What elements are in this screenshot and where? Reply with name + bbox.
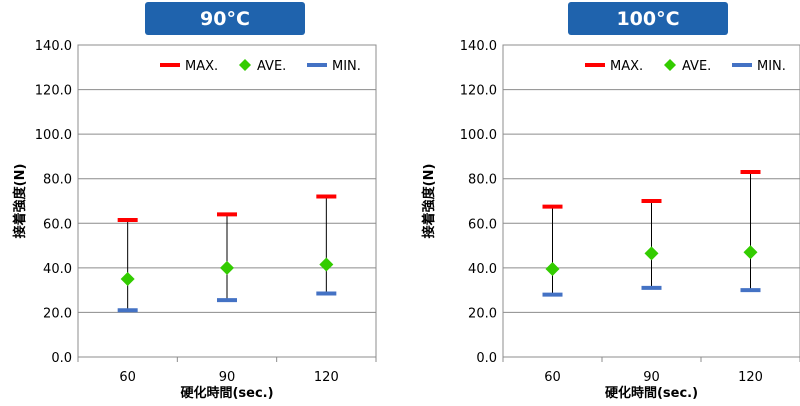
- x-axis-title: 硬化時間(sec.): [605, 385, 698, 401]
- legend-ave-label: AVE.: [257, 59, 286, 74]
- chart-panel-90c: 90°C 0.0 20.0 40.0 60.0 80.0 100.0 120.0 140.0 6…: [12, 2, 377, 401]
- y-tick-label: 0.0: [476, 351, 497, 366]
- ave-marker: [644, 246, 659, 261]
- y-tick-label: 80.0: [468, 173, 497, 188]
- y-tick-label: 140.0: [460, 39, 497, 54]
- y-axis-title: 接着強度(N): [421, 164, 437, 239]
- chart-100c-svg: 0.0 20.0 40.0 60.0 80.0 100.0 120.0 140.0 60 90 12…: [421, 39, 800, 401]
- y-tick-label: 60.0: [43, 217, 72, 232]
- plot-area: [77, 44, 377, 358]
- legend-max-label: MAX.: [610, 59, 643, 74]
- y-axis-title: 接着強度(N): [12, 164, 28, 239]
- plot-area: [502, 44, 800, 358]
- legend-ave-swatch: [239, 59, 251, 71]
- y-tick-label: 0.0: [51, 351, 72, 366]
- y-tick-label: 60.0: [468, 217, 497, 232]
- x-tick-label: 60: [119, 370, 136, 385]
- chart-title-100c: 100°C: [568, 2, 728, 35]
- chart-panel-100c: 100°C 0.0 20.0 40.0 60.0 80.0 100.0 120.0 140.0…: [400, 0, 800, 406]
- y-tick-label: 40.0: [43, 262, 72, 277]
- y-tick-label: 20.0: [468, 306, 497, 321]
- x-tick-label: 90: [643, 370, 660, 385]
- legend-max-label: MAX.: [185, 59, 218, 74]
- y-tick-label: 140.0: [35, 39, 72, 54]
- ave-marker: [120, 272, 135, 286]
- chart-title-90c: 90°C: [145, 2, 305, 35]
- x-tick-label: 60: [544, 370, 561, 385]
- x-axis-title: 硬化時間(sec.): [180, 385, 273, 401]
- chart-90c-svg: 0.0 20.0 40.0 60.0 80.0 100.0 120.0 140.0 60 90 12…: [12, 39, 377, 401]
- ave-marker: [545, 261, 560, 276]
- y-tick-label: 120.0: [460, 84, 497, 99]
- y-tick-label: 40.0: [468, 262, 497, 277]
- y-tick-label: 20.0: [43, 306, 72, 321]
- legend-min-label: MIN.: [332, 59, 361, 74]
- legend-ave-swatch: [664, 59, 676, 71]
- x-tick-label: 90: [219, 370, 236, 385]
- ave-marker: [743, 245, 758, 260]
- y-tick-label: 80.0: [43, 173, 72, 188]
- y-tick-label: 100.0: [35, 128, 72, 143]
- legend-min-label: MIN.: [757, 59, 786, 74]
- y-tick-label: 100.0: [460, 128, 497, 143]
- x-tick-label: 120: [738, 370, 763, 385]
- ave-marker: [220, 260, 234, 275]
- x-tick-label: 120: [314, 370, 339, 385]
- legend-ave-label: AVE.: [682, 59, 711, 74]
- ave-marker: [319, 257, 334, 272]
- y-tick-label: 120.0: [35, 84, 72, 99]
